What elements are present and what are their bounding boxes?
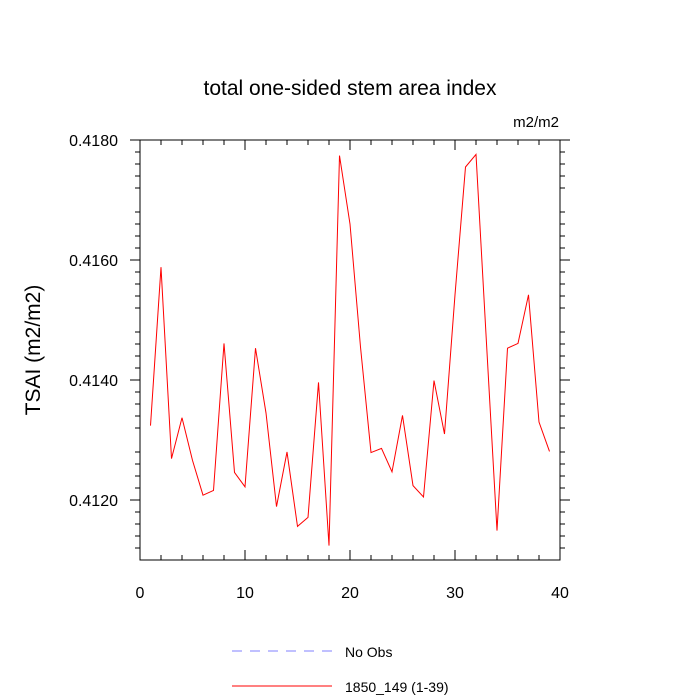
x-tick-label: 10 xyxy=(236,585,254,602)
plot-series xyxy=(150,153,550,546)
axis-ticks xyxy=(130,139,570,560)
y-tick-labels: 0.4120 0.4140 0.4160 0.4180 xyxy=(69,133,118,510)
y-tick-label: 0.4140 xyxy=(69,373,118,390)
series-line xyxy=(150,153,550,546)
y-tick-label: 0.4120 xyxy=(69,493,118,510)
x-tick-label: 40 xyxy=(551,585,569,602)
plot-frame xyxy=(139,139,561,561)
x-tick-label: 20 xyxy=(341,585,359,602)
legend: No Obs 1850_149 (1-39) xyxy=(232,644,449,695)
units-label: m2/m2 xyxy=(513,114,559,131)
chart-title: total one-sided stem area index xyxy=(203,77,497,100)
y-tick-label: 0.4180 xyxy=(69,133,118,150)
legend-label: 1850_149 (1-39) xyxy=(345,679,449,695)
x-tick-label: 0 xyxy=(136,585,145,602)
x-tick-label: 30 xyxy=(446,585,464,602)
y-tick-label: 0.4160 xyxy=(69,253,118,270)
legend-label: No Obs xyxy=(345,644,392,660)
y-axis-label: TSAI (m2/m2) xyxy=(22,285,45,416)
x-tick-labels: 0 10 20 30 40 xyxy=(136,585,569,602)
